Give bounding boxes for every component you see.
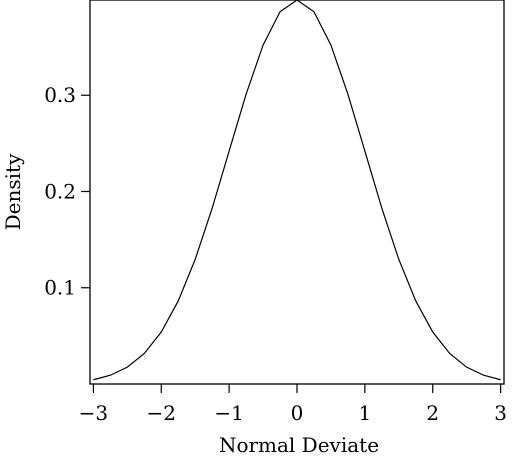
density-curve [93,0,501,381]
x-tick-label: −1 [214,401,243,425]
x-tick-label: 2 [426,401,439,425]
x-tick-label: 0 [291,401,304,425]
y-axis: 0.1 0.2 0.3 [44,83,90,300]
y-tick-label: 0.2 [44,179,76,203]
x-tick-label: 3 [494,401,507,425]
plot-frame [89,0,505,385]
x-axis: −3 −2 −1 0 1 2 3 [79,384,507,425]
x-axis-title: Normal Deviate [219,433,379,457]
x-tick-label: −3 [79,401,108,425]
y-axis-title: Density [1,153,25,230]
x-tick-label: −2 [147,401,176,425]
y-tick-label: 0.1 [44,276,76,300]
x-tick-label: 1 [359,401,372,425]
y-tick-label: 0.3 [44,83,76,107]
